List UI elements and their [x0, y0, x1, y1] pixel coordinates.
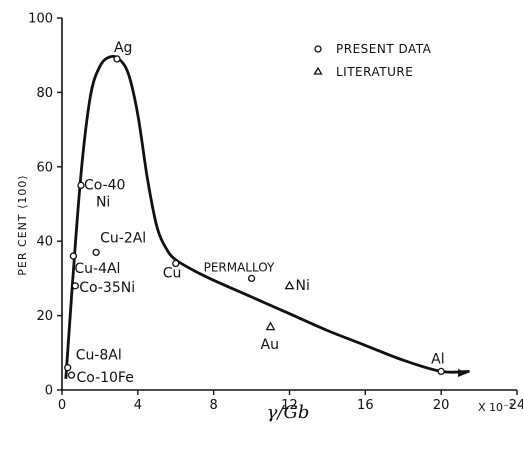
y-tick-label-60: 60	[36, 160, 53, 175]
data-label-co-40-ni-line-1: Co-40	[84, 177, 125, 193]
data-label-permalloy: PERMALLOY	[204, 260, 275, 274]
data-point-al	[437, 367, 445, 376]
data-point-ag	[113, 55, 121, 63]
x-tick-label-20: 20	[433, 398, 450, 413]
data-label-co-35ni: Co-35Ni	[79, 280, 135, 296]
x-tick-label-4: 4	[134, 398, 142, 413]
y-ticks: 0 20 40 60 80 100	[28, 12, 62, 399]
legend-circle-marker	[314, 45, 322, 53]
x-axis-multiplier: X 10⁻³	[478, 401, 513, 414]
data-label-co-40-ni-line-2: Ni	[96, 194, 110, 210]
data-point-permalloy	[247, 274, 256, 283]
data-label-cu: Cu	[163, 266, 182, 282]
x-axis-title: γ/Gb	[267, 402, 310, 423]
y-tick-label-80: 80	[36, 86, 53, 101]
x-tick-label-12: 12	[281, 398, 298, 413]
data-point-co-40-ni	[77, 181, 85, 190]
y-axis-title: PER CENT ⟨100⟩	[16, 174, 29, 275]
y-tick-label-20: 20	[36, 309, 53, 324]
x-tick-label-8: 8	[210, 398, 218, 413]
data-point-cu-8al	[64, 364, 72, 372]
data-point-cu-4al	[69, 252, 78, 260]
data-point-co-35ni	[71, 282, 79, 290]
data-label-au: Au	[261, 337, 279, 353]
data-label-ni: Ni	[296, 278, 310, 294]
legend-label-present-data: PRESENT DATA	[336, 42, 432, 56]
data-label-co-10fe: Co-10Fe	[76, 370, 133, 386]
legend-label-literature: LITERATURE	[336, 65, 413, 79]
y-tick-label-100: 100	[28, 12, 53, 27]
data-label-cu-2al: Cu-2Al	[100, 230, 146, 246]
y-tick-label-0: 0	[45, 384, 53, 399]
legend: PRESENT DATA LITERATURE	[313, 42, 432, 79]
data-points	[64, 55, 445, 379]
x-tick-label-24: 24	[509, 398, 523, 413]
data-point-cu-2al	[92, 248, 100, 257]
data-label-co-40-ni: Co-40 Ni	[84, 177, 125, 210]
data-point-ni	[284, 280, 295, 290]
data-point-cu	[172, 259, 180, 268]
data-label-al: Al	[431, 351, 444, 367]
x-ticks: 0 4 8 12 16 20 24	[58, 390, 523, 413]
y-tick-label-40: 40	[36, 235, 53, 250]
data-label-cu-4al: Cu-4Al	[74, 261, 120, 277]
data-label-ag: Ag	[114, 40, 132, 56]
x-tick-label-0: 0	[58, 398, 66, 413]
legend-triangle-marker	[313, 66, 323, 75]
data-label-cu-8al: Cu-8Al	[76, 348, 122, 364]
x-tick-label-16: 16	[357, 398, 374, 413]
trend-curve	[64, 54, 470, 379]
arrow-head	[458, 369, 468, 377]
data-point-au	[265, 321, 276, 331]
data-point-co-10fe	[67, 371, 76, 379]
